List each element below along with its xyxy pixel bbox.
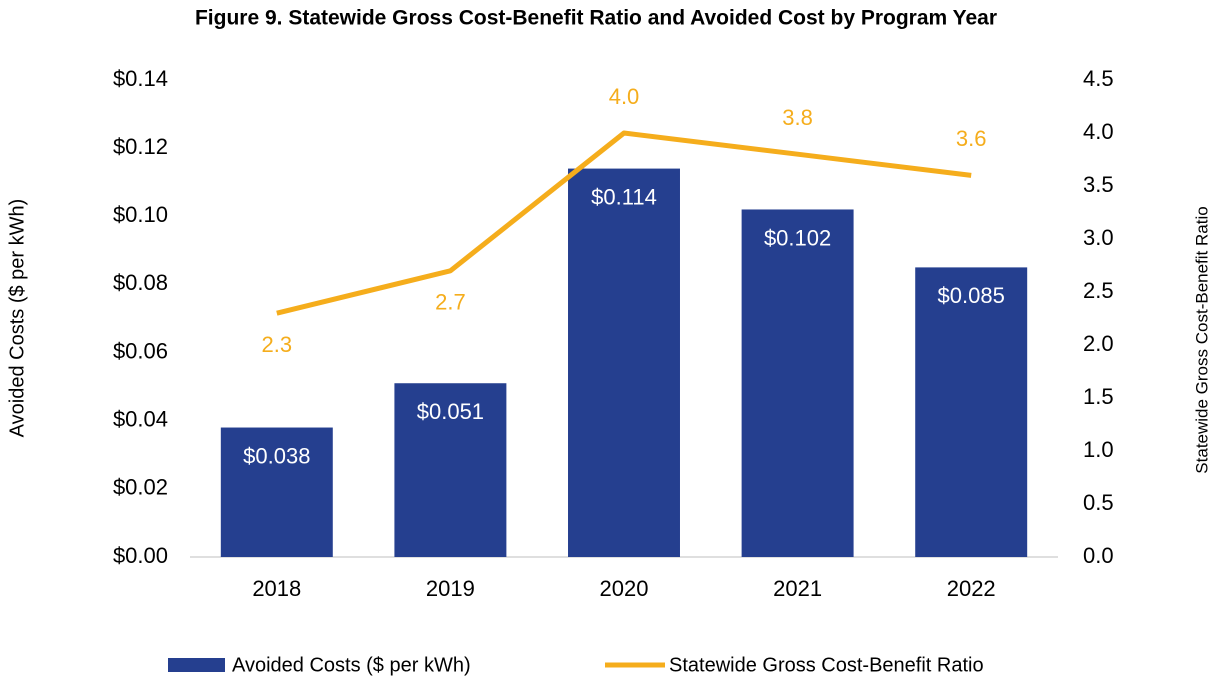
x-tick-label: 2021 [773,576,822,601]
y-tick-label: $0.02 [113,475,168,500]
y2-tick-label: 2.5 [1083,278,1114,303]
x-tick-label: 2020 [600,576,649,601]
x-tick-label: 2018 [252,576,301,601]
line-value-label: 2.3 [262,332,293,357]
y2-tick-label: 1.5 [1083,384,1114,409]
bar-value-label: $0.102 [764,225,831,250]
line-value-label: 4.0 [609,84,640,109]
bar [220,427,333,557]
chart-title: Figure 9. Statewide Gross Cost-Benefit R… [195,7,997,30]
y2-tick-label: 0.0 [1083,543,1114,568]
legend-label: Avoided Costs ($ per kWh) [232,654,471,676]
line-value-label: 3.8 [782,105,813,130]
x-tick-label: 2019 [426,576,475,601]
y2-tick-label: 4.5 [1083,66,1114,91]
bar [741,209,854,557]
bar [568,168,680,558]
y2-tick-label: 0.5 [1083,490,1114,515]
bar-value-label: $0.051 [417,399,484,424]
line-value-label: 3.6 [956,126,987,151]
y-tick-label: $0.04 [113,407,168,432]
y2-tick-label: 1.0 [1083,437,1114,462]
y2-axis-label: Statewide Gross Cost-Benefit Ratio [1192,206,1211,473]
y2-tick-label: 3.5 [1083,172,1114,197]
y-axis-label: Avoided Costs ($ per kWh) [6,199,28,438]
legend-swatch [168,658,225,672]
y-tick-label: $0.10 [113,202,168,227]
y-tick-label: $0.14 [113,66,168,91]
y-tick-label: $0.00 [113,543,168,568]
y-tick-label: $0.06 [113,338,168,363]
bar-value-label: $0.114 [591,184,657,209]
bar-value-label: $0.085 [938,283,1005,308]
legend-label: Statewide Gross Cost-Benefit Ratio [669,654,984,676]
x-tick-label: 2022 [947,576,996,601]
y2-tick-label: 3.0 [1083,225,1114,250]
y2-tick-label: 4.0 [1083,119,1114,144]
y2-tick-label: 2.0 [1083,331,1114,356]
bar [394,383,507,557]
y-tick-label: $0.08 [113,270,168,295]
bar [915,267,1028,557]
bar-value-label: $0.038 [243,443,310,468]
y-tick-label: $0.12 [113,134,168,159]
line-value-label: 2.7 [435,290,466,315]
line [276,130,972,316]
